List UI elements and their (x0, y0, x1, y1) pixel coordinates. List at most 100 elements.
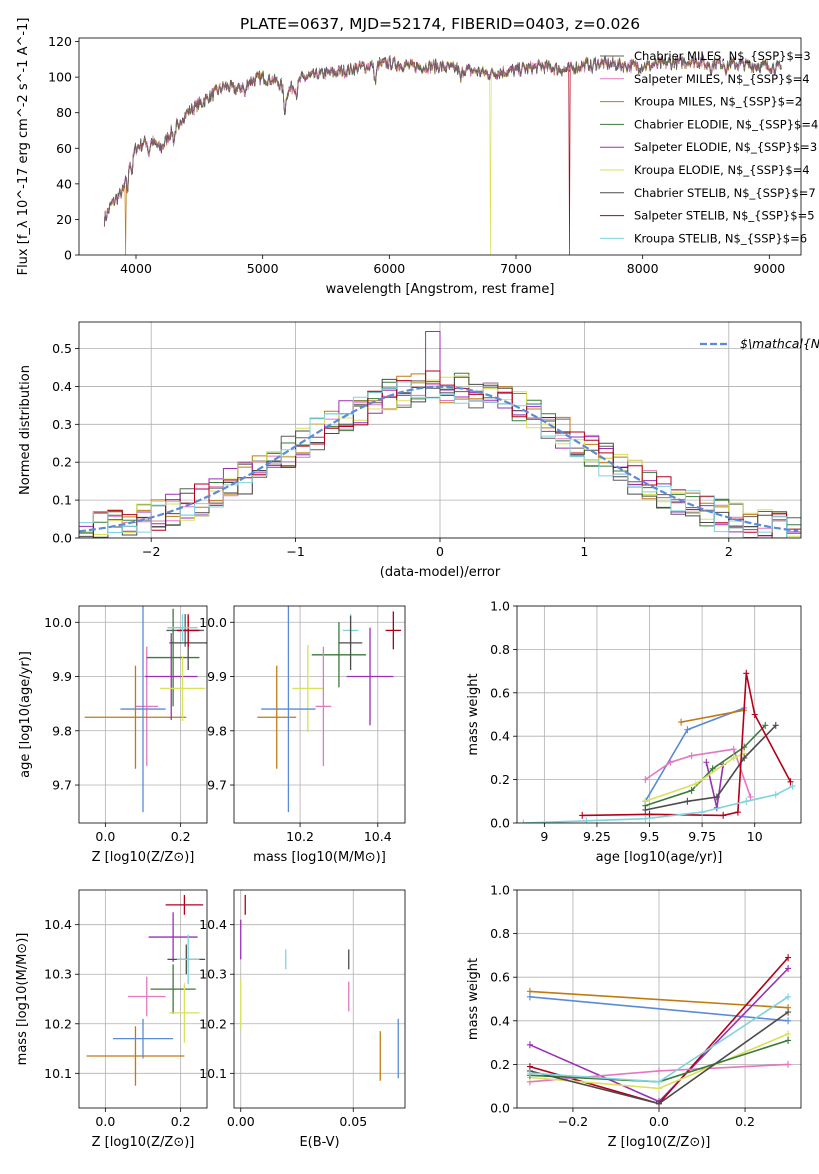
legend-entry: Kroupa STELIB, N$_{SSP}$=6 (634, 231, 807, 245)
legend-entry: Chabrier MILES, N$_{SSP}$=3 (634, 49, 811, 63)
mass-weight-point (785, 1008, 792, 1016)
y-tick-label: 120 (48, 34, 72, 49)
y-tick-label: 9.7 (52, 778, 72, 793)
spectrum-legend: Chabrier MILES, N$_{SSP}$=3 Salpeter MILE… (600, 49, 818, 245)
y-tick-label: 9.9 (52, 669, 72, 684)
y-tick-label: 0.2 (52, 455, 72, 470)
mass-weight-point (772, 721, 779, 729)
errorbar-point (176, 614, 200, 647)
mass-weight-point (747, 793, 754, 801)
y-tick-label: 9.7 (207, 778, 227, 793)
mass-weight-series-line (529, 990, 789, 1009)
mass-weight-point (787, 778, 794, 786)
mass-weight-point (709, 765, 716, 773)
x-axis-label: Z [log10(Z/Z⊙)] (92, 1135, 195, 1150)
mass-weight-point (743, 669, 750, 677)
age_vs_mass-frame (233, 605, 406, 824)
mass-weight-point (642, 797, 649, 805)
y-tick-label: 0 (64, 248, 72, 263)
x-tick-label: 10.2 (286, 829, 314, 844)
errorbar-point (311, 622, 367, 688)
x-axis-label: mass [log10(M/M⊙)] (253, 850, 386, 865)
y-tick-label: 20 (56, 212, 72, 227)
x-tick-label: 0.2 (735, 1114, 755, 1129)
mass-weight-point (692, 780, 699, 788)
x-axis-label: Z [log10(Z/Z⊙)] (92, 850, 195, 865)
y-tick-label: 9.9 (207, 669, 227, 684)
errorbar-point (84, 665, 187, 769)
x-tick-label: 1 (580, 544, 588, 559)
legend-entry: Chabrier STELIB, N$_{SSP}$=7 (634, 186, 816, 200)
spectrum-series-line (103, 55, 782, 255)
x-tick-label: 0.0 (649, 1114, 669, 1129)
mass-weight-point (785, 954, 792, 962)
residuals-plot-area (79, 322, 801, 538)
x-tick-label: 4000 (120, 261, 152, 276)
x-tick-label: 9.25 (583, 829, 611, 844)
histogram-series (79, 381, 801, 538)
y-tick-label: 80 (56, 105, 72, 120)
mass-weight-point (743, 797, 750, 805)
mass-weight-point (646, 810, 653, 818)
mass-weight-point (762, 721, 769, 729)
errorbar-point (167, 614, 198, 642)
x-tick-label: 5000 (247, 261, 279, 276)
y-tick-label: 10.0 (199, 615, 227, 630)
errorbar-point (169, 983, 200, 1043)
mass-weight-point (789, 782, 796, 790)
spectrum-panel: 4000 5000 6000 7000 8000 9000 0 20 40 60 80 100 120 w… (16, 18, 818, 297)
residuals-frame (78, 321, 802, 539)
y-axis-label: mass weight (466, 673, 481, 755)
mass-weight-series-line (529, 996, 789, 1022)
y-tick-label: 10.0 (44, 615, 72, 630)
mass_vs_EBV-plot-area (234, 890, 405, 1108)
x-tick-label: 0.2 (171, 1114, 191, 1129)
histogram-series (79, 375, 801, 538)
mass-weight-point (684, 797, 691, 805)
mass-weight-point (688, 786, 695, 794)
y-tick-label: 0.1 (52, 493, 72, 508)
y-tick-label: 0.6 (490, 685, 510, 700)
errorbar-point (120, 606, 166, 813)
x-tick-label: 9000 (753, 261, 785, 276)
y-tick-label: 60 (56, 141, 72, 156)
x-axis-label: wavelength [Angstrom, rest frame] (326, 282, 555, 297)
x-tick-label: 0.00 (227, 1114, 255, 1129)
mass-weight-point (785, 1036, 792, 1044)
x-tick-label: 9.75 (688, 829, 716, 844)
y-tick-label: 1.0 (490, 883, 510, 898)
mass-weight-point (730, 745, 737, 753)
y-tick-label: 10.2 (199, 1016, 227, 1031)
y-tick-label: 0.6 (490, 970, 510, 985)
spectrum-plot-area (103, 52, 782, 255)
massweight_vs_age-panel: 9 9.25 9.5 9.75 10 0.0 0.2 0.4 0.6 0.8 1.0 age [log… (466, 599, 802, 865)
x-tick-label: 0 (436, 544, 444, 559)
mass_vs_Z-panel: 0.0 0.2 10.1 10.2 10.3 10.4 Z [log10(Z/Z⊙)] mas… (15, 889, 208, 1150)
legend-entry: Chabrier ELODIE, N$_{SSP}$=4 (634, 117, 818, 131)
mass-weight-point (579, 811, 586, 819)
legend-entry: Salpeter ELODIE, N$_{SSP}$=3 (634, 140, 817, 154)
y-axis-label: mass [log10(M/M⊙)] (15, 933, 30, 1066)
y-tick-label: 10.4 (199, 917, 227, 932)
mass-weight-series-line (680, 709, 745, 723)
mass-weight-point (734, 808, 741, 816)
errorbar-point (146, 608, 200, 707)
age_vs_Z-plot-area (79, 606, 207, 823)
mass-weight-point (656, 1100, 662, 1108)
massweight_vs_Z-plot-area (517, 890, 801, 1108)
y-tick-label: 10.3 (44, 967, 72, 982)
mass-weight-point (713, 793, 720, 801)
mass-weight-point (583, 817, 590, 823)
mass-weight-point (678, 718, 685, 726)
y-tick-label: 0.8 (490, 926, 510, 941)
y-tick-label: 0.8 (490, 642, 510, 657)
x-tick-label: 7000 (500, 261, 532, 276)
mass-weight-point (642, 776, 649, 784)
y-tick-label: 10.1 (199, 1066, 227, 1081)
errorbar-point (159, 655, 206, 722)
y-tick-label: 0.2 (490, 772, 510, 787)
x-tick-label: 9.5 (640, 829, 660, 844)
x-tick-label: −1 (286, 544, 304, 559)
mass-weight-point (520, 819, 527, 823)
legend-entry: $\mathcal{N}(0, 1)$ (740, 336, 819, 351)
